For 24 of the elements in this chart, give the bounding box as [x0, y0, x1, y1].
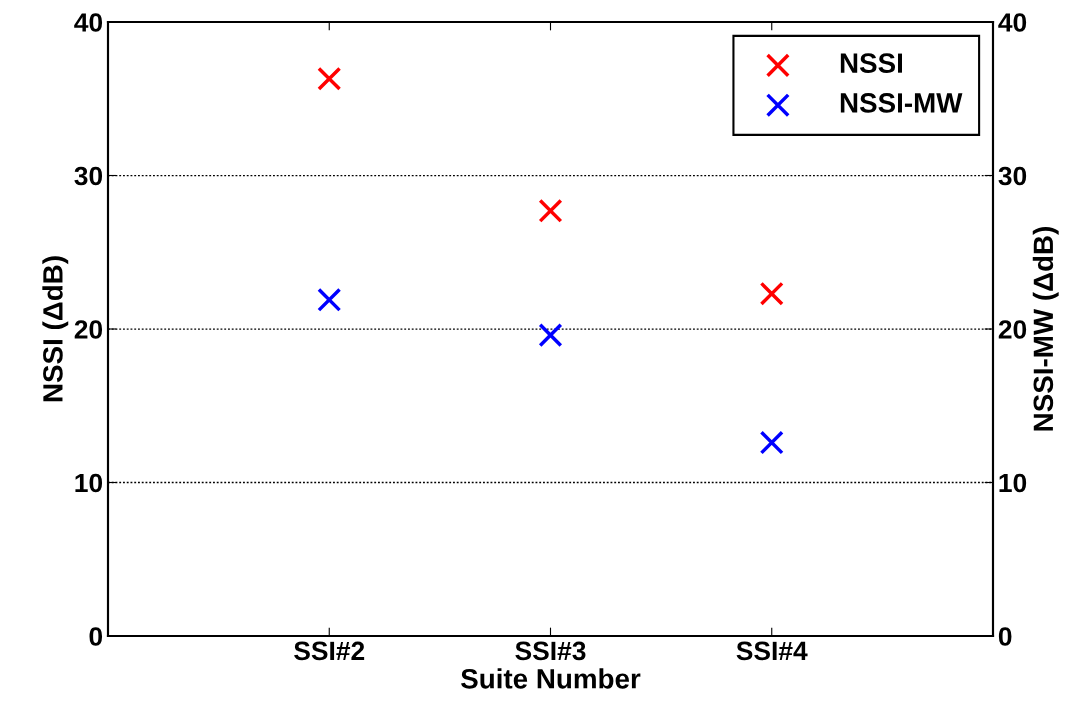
x-tick-label: SSI#3 — [515, 641, 586, 661]
x-tick-label: SSI#2 — [294, 641, 365, 661]
y-axis-title: NSSI (ΔdB) — [42, 256, 69, 402]
y-tick-label: 10 — [75, 473, 103, 493]
point — [759, 281, 784, 306]
y2-tick-label: 10 — [999, 473, 1027, 493]
y2-tick-label: 40 — [998, 13, 1027, 32]
x-tick-label: SSI#4 — [736, 641, 808, 661]
y2-tick-label: 20 — [998, 320, 1027, 339]
point — [538, 323, 563, 348]
point — [317, 287, 342, 312]
y-tick-label: 40 — [74, 13, 103, 32]
y-tick-label: 30 — [74, 166, 103, 186]
x-axis-title: Suite Number — [461, 668, 641, 689]
point — [759, 430, 784, 455]
point — [538, 198, 563, 223]
y2-axis-title: NSSI-MW (ΔdB) — [1032, 227, 1059, 431]
legend-label: NSSI-MW — [840, 93, 963, 113]
legend-label: NSSI — [840, 53, 902, 73]
y2-tick-label: 30 — [998, 166, 1027, 186]
y2-tick-label: 0 — [998, 627, 1012, 646]
y-tick-label: 0 — [89, 627, 103, 646]
point — [317, 66, 342, 91]
y-tick-label: 20 — [74, 320, 103, 339]
